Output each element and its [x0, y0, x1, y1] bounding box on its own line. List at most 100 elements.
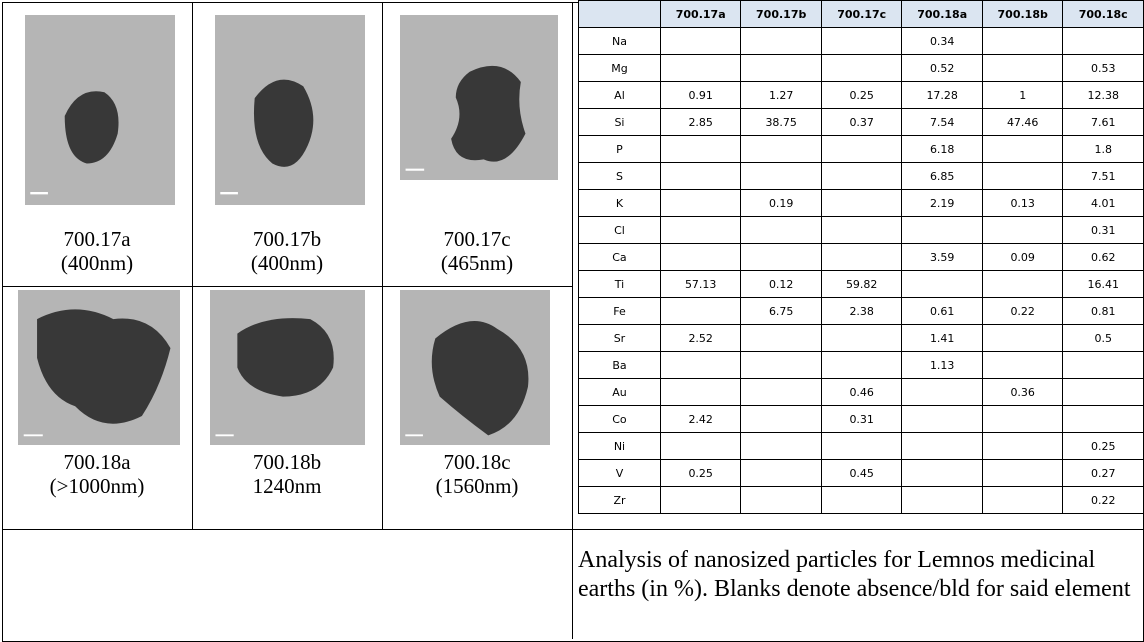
value-cell: 0.34 [902, 28, 983, 55]
value-cell: 0.53 [1063, 55, 1144, 82]
value-cell [821, 163, 901, 190]
value-cell: 0.45 [821, 460, 901, 487]
value-cell: 57.13 [660, 271, 741, 298]
micrograph [215, 15, 365, 205]
element-cell: Zr [579, 487, 661, 514]
value-cell [1063, 352, 1144, 379]
value-cell [902, 406, 983, 433]
value-cell [741, 352, 822, 379]
value-cell: 0.13 [982, 190, 1063, 217]
element-cell: Mg [579, 55, 661, 82]
value-cell: 2.52 [660, 325, 741, 352]
value-cell: 59.82 [821, 271, 901, 298]
column-header: 700.18b [982, 1, 1063, 28]
particle-name: 700.18b [192, 450, 382, 474]
value-cell [660, 298, 741, 325]
value-cell: 0.09 [982, 244, 1063, 271]
value-cell [821, 217, 901, 244]
value-cell [660, 487, 741, 514]
value-cell [660, 190, 741, 217]
element-cell: Au [579, 379, 661, 406]
value-cell [741, 55, 822, 82]
value-cell [660, 217, 741, 244]
particle-name: 700.17c [382, 227, 572, 251]
value-cell [1063, 28, 1144, 55]
particle-size: (400nm) [192, 251, 382, 275]
value-cell: 16.41 [1063, 271, 1144, 298]
value-cell: 0.46 [821, 379, 901, 406]
value-cell: 0.25 [1063, 433, 1144, 460]
value-cell: 0.52 [902, 55, 983, 82]
value-cell [660, 136, 741, 163]
element-cell: Co [579, 406, 661, 433]
value-cell: 7.51 [1063, 163, 1144, 190]
element-cell: Na [579, 28, 661, 55]
value-cell: 0.22 [1063, 487, 1144, 514]
value-cell: 1.13 [902, 352, 983, 379]
table-row: S6.857.51 [579, 163, 1144, 190]
value-cell [902, 460, 983, 487]
element-cell: Ti [579, 271, 661, 298]
particle-name: 700.17b [192, 227, 382, 251]
value-cell [982, 136, 1063, 163]
value-cell [741, 136, 822, 163]
micrograph [400, 15, 558, 180]
value-cell: 0.25 [660, 460, 741, 487]
value-cell: 0.22 [982, 298, 1063, 325]
particle-size: (>1000nm) [2, 474, 192, 498]
value-cell [821, 190, 901, 217]
element-cell: Ba [579, 352, 661, 379]
value-cell [660, 55, 741, 82]
value-cell [821, 325, 901, 352]
value-cell: 3.59 [902, 244, 983, 271]
value-cell: 0.81 [1063, 298, 1144, 325]
value-cell: 1.41 [902, 325, 983, 352]
value-cell: 0.5 [1063, 325, 1144, 352]
value-cell [821, 136, 901, 163]
particle-name: 700.18a [2, 450, 192, 474]
value-cell: 7.54 [902, 109, 983, 136]
value-cell [660, 244, 741, 271]
element-cell: Al [579, 82, 661, 109]
value-cell [902, 433, 983, 460]
table-row: Si2.8538.750.377.5447.467.61 [579, 109, 1144, 136]
value-cell [660, 379, 741, 406]
element-cell: Sr [579, 325, 661, 352]
particle-size: (1560nm) [382, 474, 572, 498]
table-row: Mg 0.52 0.53 [579, 55, 1144, 82]
composition-table: 700.17a700.17b700.17c700.18a700.18b700.1… [578, 0, 1144, 514]
value-cell [1063, 379, 1144, 406]
micrograph [210, 290, 365, 445]
header-row: 700.17a700.17b700.17c700.18a700.18b700.1… [579, 1, 1144, 28]
value-cell [982, 217, 1063, 244]
value-cell [902, 271, 983, 298]
column-header: 700.17c [821, 1, 901, 28]
value-cell: 1.27 [741, 82, 822, 109]
value-cell [1063, 406, 1144, 433]
micrograph [400, 290, 550, 445]
value-cell: 0.37 [821, 109, 901, 136]
value-cell [660, 352, 741, 379]
value-cell [741, 379, 822, 406]
particle-size: (465nm) [382, 251, 572, 275]
value-cell: 0.31 [1063, 217, 1144, 244]
value-cell: 0.61 [902, 298, 983, 325]
value-cell [741, 28, 822, 55]
value-cell [821, 28, 901, 55]
value-cell: 6.75 [741, 298, 822, 325]
value-cell: 7.61 [1063, 109, 1144, 136]
value-cell: 4.01 [1063, 190, 1144, 217]
element-cell: S [579, 163, 661, 190]
value-cell [982, 433, 1063, 460]
value-cell: 17.28 [902, 82, 983, 109]
value-cell: 0.91 [660, 82, 741, 109]
value-cell [741, 163, 822, 190]
value-cell [741, 460, 822, 487]
value-cell [982, 55, 1063, 82]
element-cell: P [579, 136, 661, 163]
